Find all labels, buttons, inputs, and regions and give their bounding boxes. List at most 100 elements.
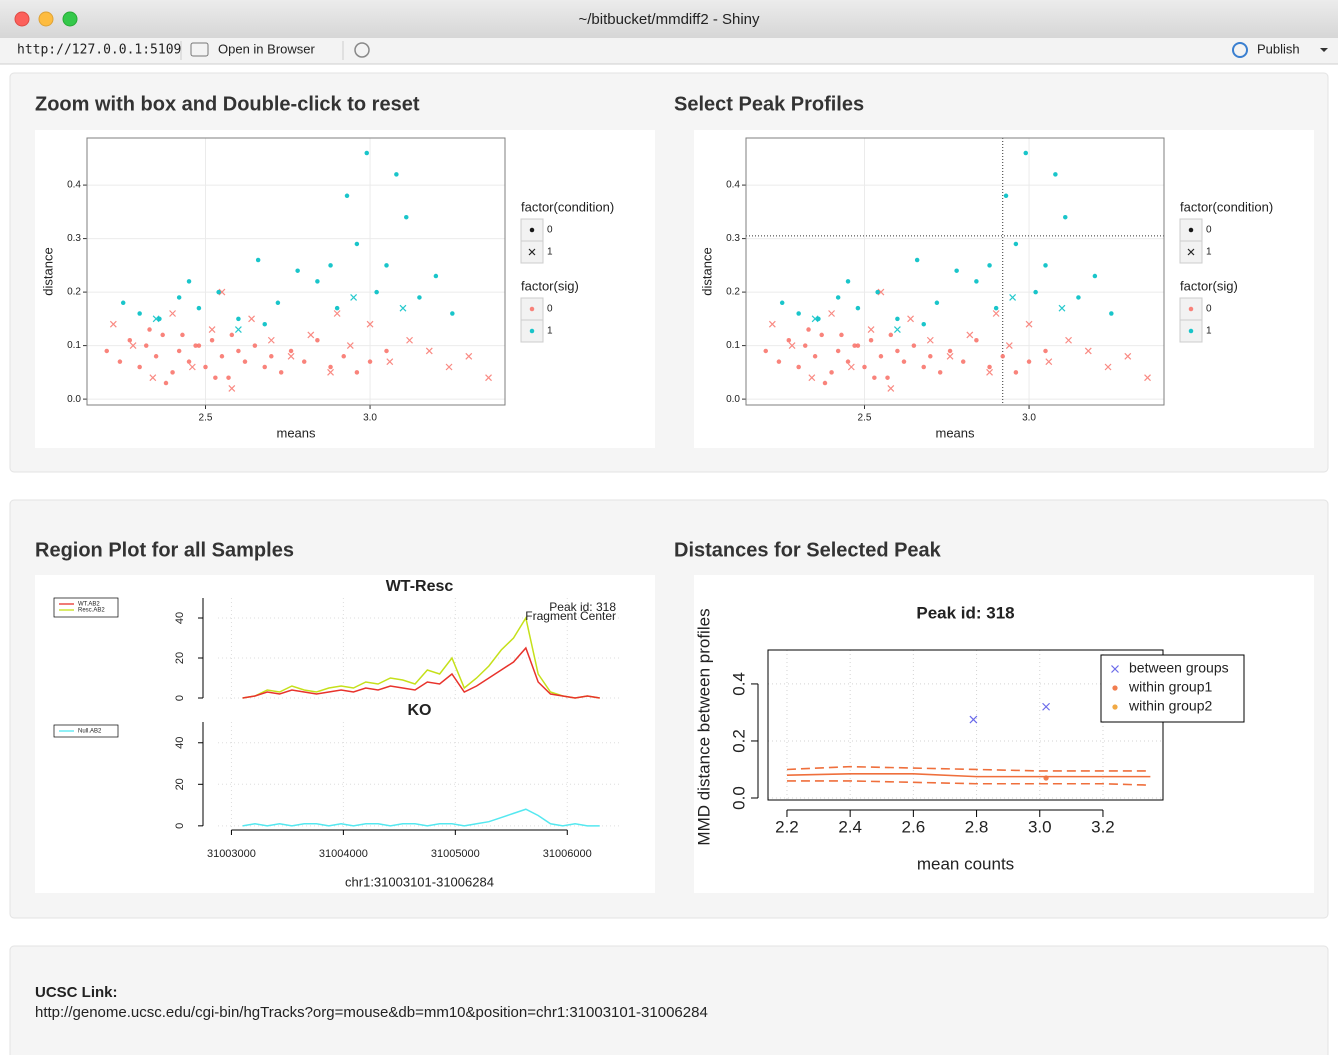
point xyxy=(1058,304,1066,312)
point xyxy=(529,227,535,233)
point xyxy=(1033,289,1038,295)
x-axis-title: chr1:31003101-31006284 xyxy=(345,874,494,889)
y-axis-title: MMD distance between profiles xyxy=(694,608,713,845)
url[interactable]: http://127.0.0.1:5109 xyxy=(17,43,181,58)
legend-marker xyxy=(1112,685,1118,691)
point xyxy=(180,332,185,338)
point xyxy=(287,352,295,360)
point xyxy=(828,310,835,317)
point xyxy=(425,347,433,355)
point xyxy=(366,320,374,328)
point xyxy=(895,348,900,354)
point xyxy=(269,354,274,359)
point xyxy=(399,304,407,312)
point xyxy=(278,370,284,375)
point xyxy=(926,336,934,344)
point xyxy=(808,374,816,382)
point xyxy=(170,370,175,375)
point xyxy=(914,257,920,263)
point xyxy=(872,375,877,380)
publish-button[interactable]: Publish xyxy=(1257,41,1300,56)
point xyxy=(129,342,137,350)
x-tick-label: 31004000 xyxy=(319,848,368,860)
point xyxy=(406,336,413,344)
x-tick-label: 3.0 xyxy=(1028,817,1052,836)
point xyxy=(987,364,992,370)
point xyxy=(1063,214,1068,220)
point xyxy=(921,321,926,327)
point xyxy=(1045,358,1053,366)
legend-label: within group2 xyxy=(1128,698,1212,714)
chart-title: Peak id: 318 xyxy=(916,603,1014,622)
annotation: Peak id: 318 xyxy=(549,600,616,614)
point xyxy=(120,300,126,306)
curve xyxy=(786,765,1151,772)
point xyxy=(877,288,885,296)
legend-label: within group1 xyxy=(1128,679,1212,695)
point xyxy=(354,370,360,375)
close-button[interactable] xyxy=(14,11,30,27)
publish-dropdown[interactable] xyxy=(1320,48,1328,52)
point xyxy=(763,348,768,354)
point xyxy=(262,321,267,327)
legend-label: 0 xyxy=(1206,225,1212,236)
point xyxy=(1003,193,1009,199)
point xyxy=(450,311,455,316)
refresh-button[interactable] xyxy=(354,42,370,58)
point xyxy=(845,359,851,364)
legend-label: 1 xyxy=(547,247,553,258)
legend-title: factor(sig) xyxy=(1180,278,1238,293)
point xyxy=(386,358,394,366)
x-tick-label: 31005000 xyxy=(431,848,480,860)
legend-marker xyxy=(1111,665,1119,673)
point xyxy=(921,364,926,370)
point xyxy=(341,354,346,359)
point xyxy=(218,288,226,296)
zoom-button[interactable] xyxy=(62,11,78,27)
point xyxy=(1092,273,1098,279)
y-tick-label: 0.1 xyxy=(726,340,740,351)
y-tick-label: 40 xyxy=(174,612,186,624)
y-tick-label: 0.4 xyxy=(67,180,81,191)
point xyxy=(328,364,333,370)
point xyxy=(315,338,320,343)
point xyxy=(1076,295,1081,300)
ucsc-link[interactable]: http://genome.ucsc.edu/cgi-bin/hgTracks?… xyxy=(35,1004,708,1021)
minimize-button[interactable] xyxy=(38,11,54,27)
point xyxy=(137,311,142,316)
point xyxy=(1043,263,1048,268)
x-axis-title: means xyxy=(276,425,316,440)
point xyxy=(346,342,354,350)
point xyxy=(947,348,953,354)
plot-border xyxy=(767,649,1164,801)
point xyxy=(160,332,165,338)
x-tick-label: 2.5 xyxy=(199,413,213,424)
x-tick-label: 2.4 xyxy=(838,817,862,836)
legend-title: factor(sig) xyxy=(521,278,579,293)
point xyxy=(404,214,409,220)
point xyxy=(796,311,801,316)
open-in-browser[interactable]: Open in Browser xyxy=(218,41,315,56)
publish-icon xyxy=(1232,42,1248,58)
point xyxy=(954,268,959,273)
point xyxy=(157,316,162,322)
point xyxy=(966,331,974,339)
point xyxy=(288,348,294,354)
point xyxy=(176,295,182,300)
ucsc-label: UCSC Link: xyxy=(35,984,118,1001)
point xyxy=(153,354,159,359)
point xyxy=(1023,150,1029,156)
y-tick-label: 0.4 xyxy=(729,672,748,696)
point xyxy=(1084,347,1092,355)
point xyxy=(986,368,993,376)
plot-output xyxy=(35,575,655,893)
panel xyxy=(9,945,1329,1055)
point xyxy=(1026,359,1032,364)
title-bar xyxy=(0,0,1338,38)
point xyxy=(868,338,874,343)
point xyxy=(822,380,828,386)
plot-border xyxy=(86,137,506,406)
y-tick-label: 40 xyxy=(174,737,186,749)
point xyxy=(208,326,216,333)
point xyxy=(147,327,152,332)
